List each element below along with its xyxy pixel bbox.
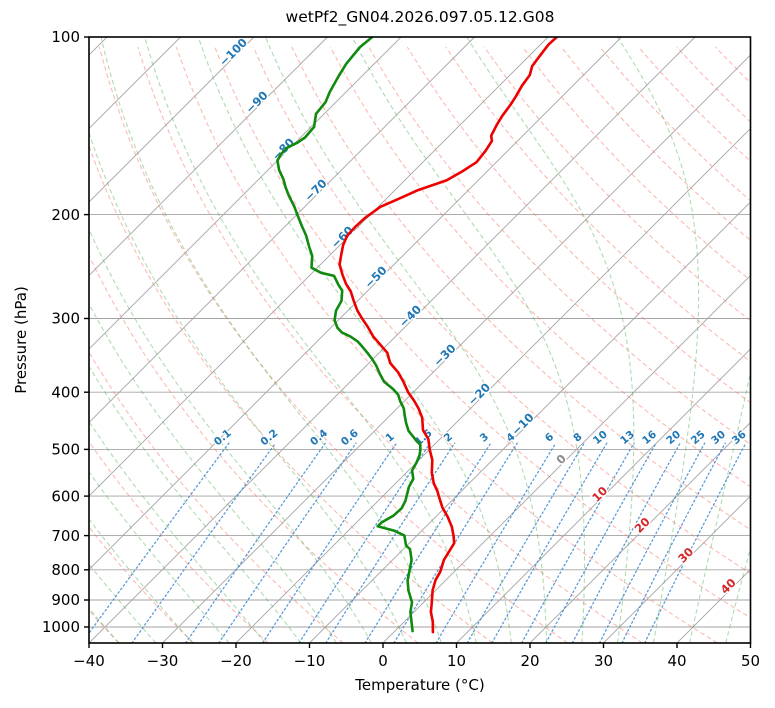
svg-text:−50: −50 (362, 263, 390, 291)
svg-text:30: 30 (709, 428, 728, 447)
svg-text:0.1: 0.1 (212, 427, 234, 448)
svg-text:−20: −20 (220, 652, 252, 670)
svg-text:0: 0 (378, 652, 388, 670)
svg-text:40: 40 (667, 652, 686, 670)
svg-text:−70: −70 (302, 176, 330, 204)
svg-text:20: 20 (664, 428, 683, 447)
svg-text:600: 600 (51, 487, 80, 505)
svg-text:−30: −30 (147, 652, 179, 670)
svg-text:40: 40 (718, 576, 739, 597)
svg-text:8: 8 (571, 431, 584, 445)
svg-text:0.2: 0.2 (258, 427, 280, 448)
svg-text:50: 50 (741, 652, 760, 670)
svg-text:20: 20 (632, 515, 653, 536)
svg-text:30: 30 (594, 652, 613, 670)
svg-text:10: 10 (591, 428, 610, 447)
svg-text:30: 30 (675, 545, 696, 566)
svg-text:−10: −10 (509, 410, 537, 438)
svg-text:−20: −20 (465, 380, 493, 408)
svg-text:900: 900 (51, 591, 80, 609)
chart-title: wetPf2_GN04.2026.097.05.12.G08 (285, 8, 555, 26)
svg-text:−30: −30 (431, 341, 459, 369)
svg-text:16: 16 (640, 428, 659, 447)
svg-text:−100: −100 (216, 35, 250, 69)
svg-text:400: 400 (51, 383, 80, 401)
svg-text:−80: −80 (269, 135, 297, 163)
svg-text:0: 0 (553, 451, 569, 467)
svg-text:100: 100 (51, 28, 80, 46)
svg-text:10: 10 (447, 652, 466, 670)
svg-text:800: 800 (51, 561, 80, 579)
svg-text:0.4: 0.4 (308, 427, 330, 448)
x-axis-label: Temperature (°C) (355, 676, 485, 694)
svg-text:500: 500 (51, 441, 80, 459)
svg-text:−90: −90 (243, 88, 271, 116)
svg-text:1000: 1000 (42, 618, 80, 636)
svg-text:−40: −40 (396, 302, 424, 330)
y-axis-label: Pressure (hPa) (12, 286, 30, 394)
svg-text:10: 10 (589, 484, 610, 505)
svg-text:2: 2 (442, 431, 455, 445)
svg-text:3: 3 (478, 431, 491, 445)
svg-text:20: 20 (520, 652, 539, 670)
svg-text:−40: −40 (73, 652, 105, 670)
svg-text:300: 300 (51, 310, 80, 328)
svg-text:25: 25 (689, 428, 708, 447)
svg-text:700: 700 (51, 527, 80, 545)
svg-text:1: 1 (384, 431, 397, 445)
svg-text:0.6: 0.6 (339, 427, 361, 448)
svg-text:200: 200 (51, 206, 80, 224)
svg-text:−10: −10 (294, 652, 326, 670)
svg-text:6: 6 (543, 431, 556, 445)
